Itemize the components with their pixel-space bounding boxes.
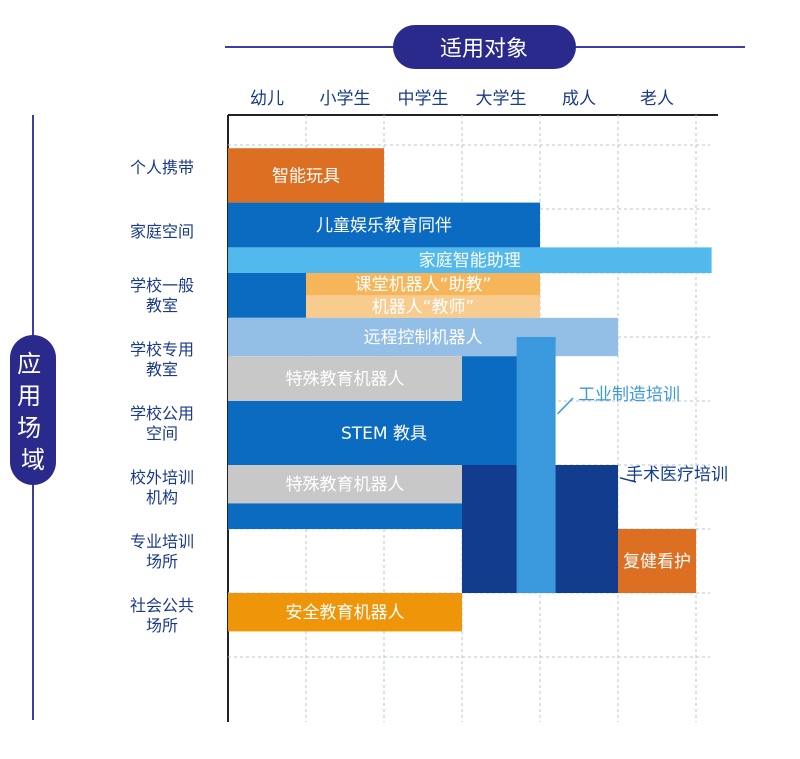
- bar: [618, 529, 696, 593]
- bar-label: 家庭智能助理: [419, 251, 521, 271]
- side-pill: [10, 335, 56, 485]
- bar: [306, 295, 540, 318]
- header-pill: [393, 25, 576, 69]
- side-title-char: 应: [17, 350, 41, 378]
- bar: [228, 273, 306, 318]
- row-label: 社会公共: [130, 596, 194, 615]
- bar-label: 安全教育机器人: [286, 603, 405, 623]
- row-label: 学校公用: [130, 404, 194, 423]
- row-label: 空间: [146, 424, 178, 443]
- bar: [228, 148, 384, 203]
- row-label: 场所: [146, 552, 178, 571]
- row-label: 教室: [146, 296, 178, 315]
- side-title-char: 域: [21, 446, 45, 474]
- bar: [228, 247, 712, 273]
- row-label: 专业培训: [130, 532, 194, 551]
- callout-line: [557, 397, 574, 415]
- bar-label: 智能玩具: [272, 166, 340, 186]
- bar: [228, 356, 462, 401]
- bar: [228, 593, 462, 632]
- column-label: 中学生: [398, 89, 449, 109]
- row-label: 场所: [146, 616, 178, 635]
- bar: [228, 202, 540, 248]
- row-label: 个人携带: [130, 158, 194, 177]
- bar: [228, 401, 540, 465]
- bar: [228, 503, 462, 529]
- row-label: 教室: [146, 360, 178, 379]
- callout-line: [619, 477, 637, 483]
- bar-label: 复健看护: [623, 552, 691, 572]
- bar-label: 儿童娱乐教育同伴: [316, 216, 452, 236]
- bar: [306, 273, 540, 296]
- bar-label: 机器人“教师”: [372, 298, 475, 318]
- bar: [228, 465, 462, 504]
- side-title: 应 用 场 域: [17, 350, 49, 474]
- column-label: 小学生: [320, 89, 371, 109]
- row-label: 家庭空间: [130, 222, 194, 241]
- column-label: 成人: [562, 89, 596, 109]
- row-label: 学校专用: [130, 340, 194, 359]
- column-label: 大学生: [476, 89, 527, 109]
- row-label: 校外培训: [130, 468, 194, 487]
- bar-label: STEM 教具: [341, 424, 427, 444]
- column-label: 老人: [640, 89, 674, 109]
- row-labels: 个人携带家庭空间学校一般教室学校专用教室学校公用空间校外培训机构专业培训场所社会…: [130, 158, 194, 635]
- row-label: 学校一般: [130, 276, 194, 295]
- callout-label: 工业制造培训: [578, 385, 680, 405]
- side-title-char: 场: [17, 414, 41, 442]
- bar-label: 课堂机器人“助教”: [355, 275, 492, 295]
- bar-label: 特殊教育机器人: [286, 370, 405, 390]
- side-title-char: 用: [17, 382, 41, 410]
- callout-label: 手术医疗培训: [626, 465, 728, 485]
- column-label: 幼儿: [250, 89, 284, 109]
- bar-label: 远程控制机器人: [364, 328, 483, 348]
- column-labels: 幼儿 小学生 中学生 大学生 成人 老人: [250, 89, 674, 109]
- chart-title: 适用对象: [440, 37, 528, 62]
- bar-label: 特殊教育机器人: [286, 475, 405, 495]
- bar: [516, 337, 556, 593]
- row-label: 机构: [146, 488, 178, 507]
